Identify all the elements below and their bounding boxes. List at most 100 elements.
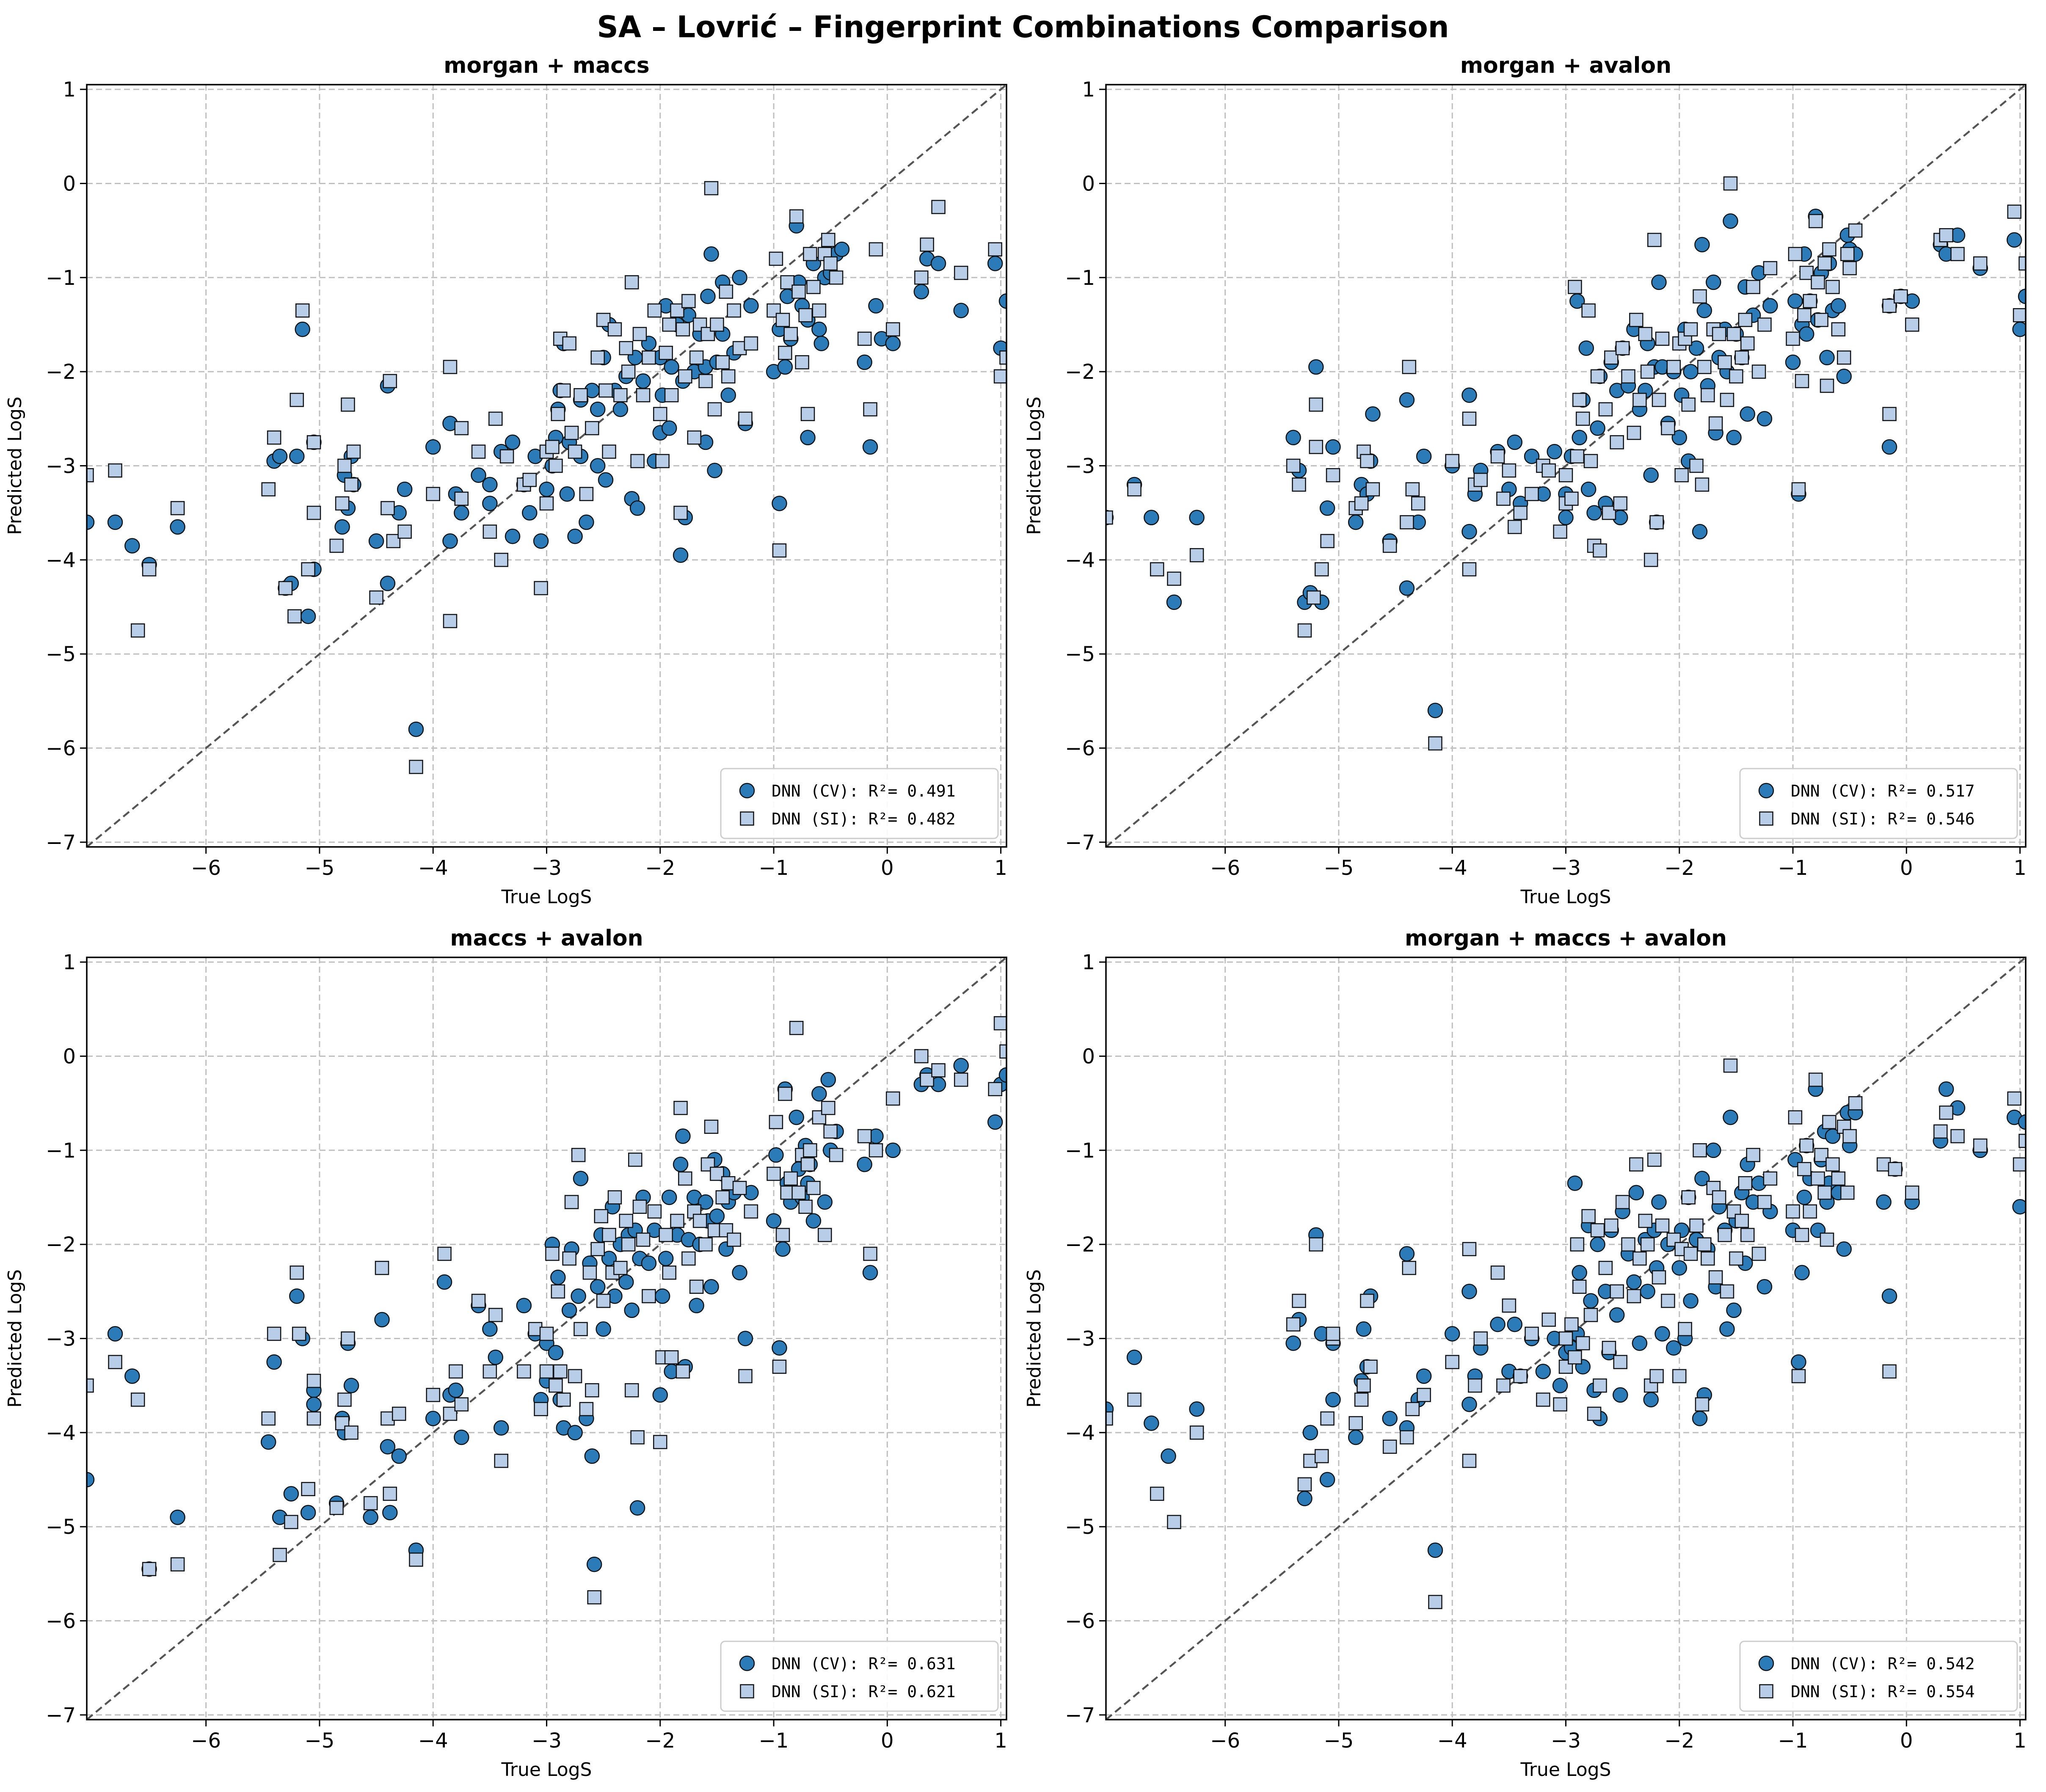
- cv-point: [522, 505, 538, 521]
- cv-point: [1189, 510, 1205, 526]
- cv-point: [913, 284, 929, 300]
- si-point: [954, 265, 968, 280]
- si-point: [1973, 256, 1988, 271]
- si-point: [1348, 1416, 1363, 1431]
- si-point: [443, 360, 458, 374]
- si-point: [698, 1237, 713, 1252]
- si-point: [1615, 341, 1630, 356]
- si-point: [598, 383, 613, 398]
- legend-marker-cv: [1758, 783, 1774, 799]
- cv-point: [1126, 1349, 1142, 1365]
- si-point: [655, 454, 670, 469]
- cv-point: [1416, 1368, 1432, 1384]
- si-point: [590, 350, 605, 365]
- cv-point: [1325, 439, 1341, 455]
- cv-point: [1609, 1307, 1625, 1323]
- x-tick-label: −6: [191, 856, 221, 880]
- si-point: [863, 1246, 877, 1261]
- si-point: [375, 1260, 389, 1275]
- cv-point: [260, 1434, 276, 1450]
- cv-point: [374, 1312, 390, 1328]
- cv-point: [1692, 1411, 1708, 1426]
- legend-entry: DNN (CV): R²= 0.631: [772, 1654, 956, 1673]
- si-point: [1763, 1171, 1778, 1186]
- y-axis-label: Predicted LogS: [1023, 1269, 1045, 1408]
- si-point: [1814, 313, 1828, 327]
- si-point: [821, 1101, 835, 1115]
- si-point: [681, 294, 696, 309]
- si-point: [522, 473, 537, 487]
- si-point: [1590, 1223, 1605, 1238]
- si-point: [1610, 1284, 1624, 1299]
- cv-point: [1590, 1236, 1605, 1252]
- cv-point: [834, 241, 850, 257]
- y-tick-label: 0: [1082, 1045, 1095, 1068]
- cv-point: [772, 1340, 787, 1356]
- cv-point: [885, 1142, 901, 1158]
- y-tick-label: −6: [1065, 1610, 1095, 1633]
- y-tick-label: −4: [1065, 549, 1095, 572]
- si-point: [1602, 1340, 1616, 1355]
- si-point: [549, 1378, 563, 1393]
- si-point: [1693, 1143, 1707, 1158]
- si-point: [337, 458, 352, 473]
- cv-point: [811, 1086, 827, 1102]
- si-point: [1718, 1228, 1732, 1242]
- cv-point: [664, 359, 679, 375]
- si-point: [1712, 327, 1726, 341]
- si-point: [261, 482, 276, 496]
- si-point: [1598, 1260, 1613, 1275]
- legend-marker-cv: [739, 783, 755, 799]
- cv-point: [454, 505, 469, 521]
- si-point: [1570, 1237, 1585, 1252]
- cv-point: [1399, 1246, 1415, 1262]
- cv-point: [334, 519, 350, 535]
- si-point: [869, 242, 883, 256]
- si-point: [545, 440, 560, 454]
- si-point: [1693, 289, 1707, 304]
- si-point: [1842, 261, 1857, 276]
- cv-point: [548, 1345, 564, 1361]
- cv-point: [987, 1114, 1003, 1130]
- si-point: [931, 1063, 946, 1078]
- si-point: [636, 1232, 651, 1247]
- si-point: [130, 1392, 145, 1407]
- si-point: [988, 242, 1002, 256]
- si-point: [2013, 1157, 2026, 1172]
- si-point: [290, 1265, 304, 1280]
- chart-title: maccs + avalon: [450, 926, 643, 951]
- si-point: [1357, 1378, 1371, 1393]
- si-point: [1905, 317, 1919, 332]
- si-point: [306, 505, 321, 520]
- cv-point: [87, 514, 95, 530]
- cv-point: [1547, 444, 1562, 460]
- cv-point: [425, 1411, 441, 1426]
- si-point: [1740, 336, 1755, 351]
- si-point: [1587, 1406, 1602, 1421]
- si-point: [1167, 1515, 1181, 1529]
- si-point: [636, 388, 651, 403]
- si-point: [329, 1500, 344, 1515]
- si-point: [556, 1392, 571, 1407]
- si-point: [87, 468, 94, 482]
- cv-point: [482, 477, 498, 493]
- si-point: [301, 1482, 315, 1497]
- si-point: [1695, 1397, 1710, 1412]
- x-tick-label: −1: [1778, 856, 1808, 880]
- si-point: [553, 1364, 568, 1379]
- si-point: [1697, 1237, 1712, 1252]
- si-point: [647, 303, 662, 318]
- si-point: [1400, 515, 1414, 529]
- cv-point: [408, 721, 424, 737]
- si-point: [437, 1246, 452, 1261]
- si-point: [1428, 1595, 1442, 1609]
- si-point: [681, 1251, 696, 1266]
- cv-point: [561, 1302, 577, 1318]
- legend-box: [1739, 768, 2018, 839]
- si-point: [562, 336, 576, 351]
- si-point: [1297, 1477, 1312, 1491]
- si-point: [454, 1397, 469, 1412]
- cv-point: [283, 1486, 299, 1502]
- si-point: [551, 407, 565, 421]
- si-point: [551, 1284, 565, 1299]
